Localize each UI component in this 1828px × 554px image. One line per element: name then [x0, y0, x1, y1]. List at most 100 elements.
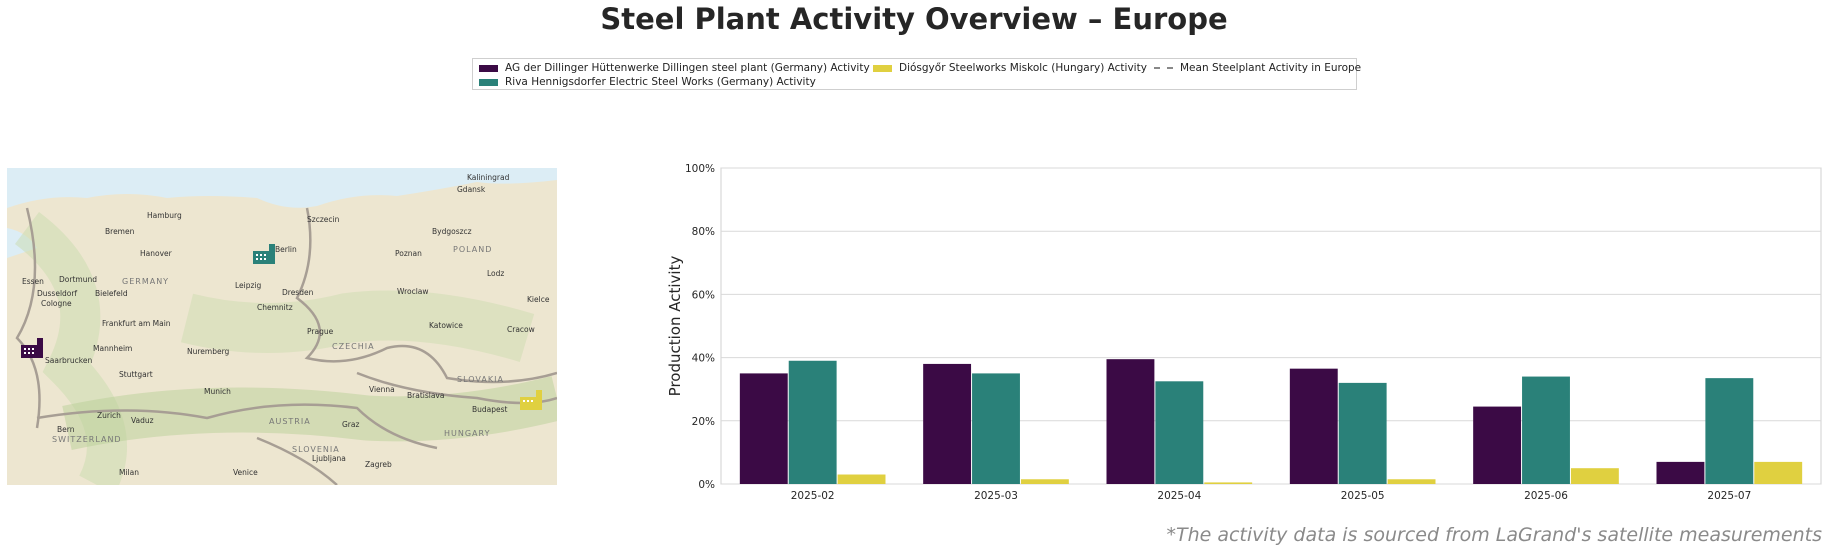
legend-swatch-hennigsdorf	[479, 78, 498, 86]
map-label: Milan	[119, 468, 139, 477]
x-tick-label: 2025-03	[974, 490, 1018, 502]
bar	[1020, 479, 1069, 484]
map-border-1	[295, 207, 557, 384]
y-axis-label: Production Activity	[666, 256, 684, 397]
bar	[1705, 378, 1754, 484]
map-label: Berlin	[275, 245, 297, 254]
map-label: Bielefeld	[95, 289, 128, 298]
map-label: Wroclaw	[397, 287, 429, 296]
bar	[1106, 359, 1155, 484]
legend-item-mean: Mean Steelplant Activity in Europe	[1154, 62, 1361, 74]
map-label: Kielce	[527, 295, 550, 304]
map-label: Dusseldorf	[37, 289, 77, 298]
map-label: Zagreb	[365, 460, 392, 469]
x-tick-label: 2025-07	[1707, 490, 1751, 502]
y-tick-label: 80%	[692, 226, 715, 238]
legend-item-hennigsdorf: Riva Hennigsdorfer Electric Steel Works …	[479, 76, 816, 88]
map-labels: Kaliningrad Gdansk Hamburg Szczecin Bydgoszc…	[22, 173, 550, 477]
map-label: Nuremberg	[187, 347, 230, 356]
map-label: Hanover	[140, 249, 173, 258]
map-label: SLOVAKIA	[457, 375, 504, 384]
bar	[1387, 479, 1436, 484]
map-label: Zurich	[97, 411, 121, 420]
map-border-2	[15, 207, 41, 429]
y-tick-label: 20%	[692, 416, 715, 428]
map-label: Munich	[204, 387, 231, 396]
map-terrain-1	[14, 212, 127, 485]
y-tick-labels: 0% 20% 40% 60% 80% 100%	[685, 163, 715, 491]
legend-item-dillingen: AG der Dillinger Hüttenwerke Dillingen s…	[479, 62, 870, 74]
map-border-3	[36, 403, 438, 450]
bar	[1522, 376, 1570, 484]
bar	[1155, 381, 1204, 484]
map-label: Chemnitz	[257, 303, 293, 312]
x-tick-label: 2025-06	[1524, 490, 1568, 502]
map-label: Vaduz	[131, 416, 154, 425]
plot-area	[720, 167, 1822, 485]
y-tick-label: 100%	[685, 163, 715, 175]
bar	[1289, 368, 1338, 484]
map-label: Cologne	[41, 299, 72, 308]
map-label: Bydgoszcz	[432, 227, 472, 236]
bar	[1570, 468, 1619, 484]
bars	[739, 359, 1803, 484]
legend-label-hennigsdorf: Riva Hennigsdorfer Electric Steel Works …	[505, 76, 816, 88]
map-label: Bern	[57, 425, 75, 434]
legend-label-dillingen: AG der Dillinger Hüttenwerke Dillingen s…	[505, 62, 870, 74]
bar	[788, 360, 837, 484]
chart-legend: AG der Dillinger Hüttenwerke Dillingen s…	[472, 58, 1361, 90]
map-label: Graz	[342, 420, 359, 429]
map-terrain-2	[180, 290, 535, 362]
x-tick-labels: 2025-02 2025-03 2025-04 2025-05 2025-06 2025-…	[791, 490, 1752, 502]
map-label: Szczecin	[307, 215, 340, 224]
map-label: POLAND	[453, 245, 492, 254]
factory-icon-miskolc	[520, 390, 542, 410]
europe-map: Kaliningrad Gdansk Hamburg Szczecin Bydgoszc…	[7, 168, 557, 485]
map-label: Bremen	[105, 227, 135, 236]
map-label: Budapest	[472, 405, 508, 414]
map-label: Mannheim	[93, 344, 132, 353]
map-label: Poznan	[395, 249, 422, 258]
factory-icon-dillingen	[21, 338, 43, 358]
bar	[923, 363, 972, 484]
map-sea-north	[7, 168, 557, 208]
legend-swatch-dillingen	[479, 64, 498, 72]
map-label: Frankfurt am Main	[102, 319, 171, 328]
map-label: GERMANY	[122, 277, 169, 286]
gridlines	[721, 167, 1821, 485]
x-tick-label: 2025-02	[791, 490, 835, 502]
factory-icon-hennigsdorf	[253, 244, 275, 264]
map-label: Dresden	[282, 288, 314, 297]
map-terrain-alps	[62, 376, 557, 451]
map-label: Hamburg	[147, 211, 182, 220]
map-label: Stuttgart	[119, 370, 153, 379]
map-label: Vienna	[369, 385, 395, 394]
footnote: *The activity data is sourced from LaGra…	[1166, 524, 1822, 546]
bar	[739, 373, 788, 484]
legend-swatch-mean	[1154, 67, 1173, 69]
bar	[837, 474, 886, 484]
map-label: SLOVENIA	[292, 445, 340, 454]
map-svg: Kaliningrad Gdansk Hamburg Szczecin Bydgoszc…	[7, 168, 557, 485]
map-label: SWITZERLAND	[52, 435, 122, 444]
map-label: HUNGARY	[444, 429, 490, 438]
map-label: Kaliningrad	[467, 173, 510, 182]
legend-label-miskolc: Diósgyőr Steelworks Miskolc (Hungary) Ac…	[899, 62, 1147, 74]
map-label: Katowice	[429, 321, 463, 330]
bar	[1204, 482, 1253, 484]
map-label: Venice	[233, 468, 258, 477]
map-label: Prague	[307, 327, 334, 336]
legend-swatch-miskolc	[873, 64, 892, 72]
legend-item-miskolc: Diósgyőr Steelworks Miskolc (Hungary) Ac…	[873, 62, 1147, 74]
map-label: Leipzig	[235, 281, 262, 290]
map-label: Bratislava	[407, 391, 444, 400]
y-tick-label: 40%	[692, 353, 715, 365]
x-tick-label: 2025-05	[1341, 490, 1385, 502]
map-label: AUSTRIA	[269, 417, 311, 426]
map-label: Cracow	[507, 325, 535, 334]
map-label: Saarbrucken	[45, 356, 92, 365]
map-label: Dortmund	[59, 275, 97, 284]
map-label: Lodz	[487, 269, 504, 278]
bar	[972, 373, 1020, 484]
